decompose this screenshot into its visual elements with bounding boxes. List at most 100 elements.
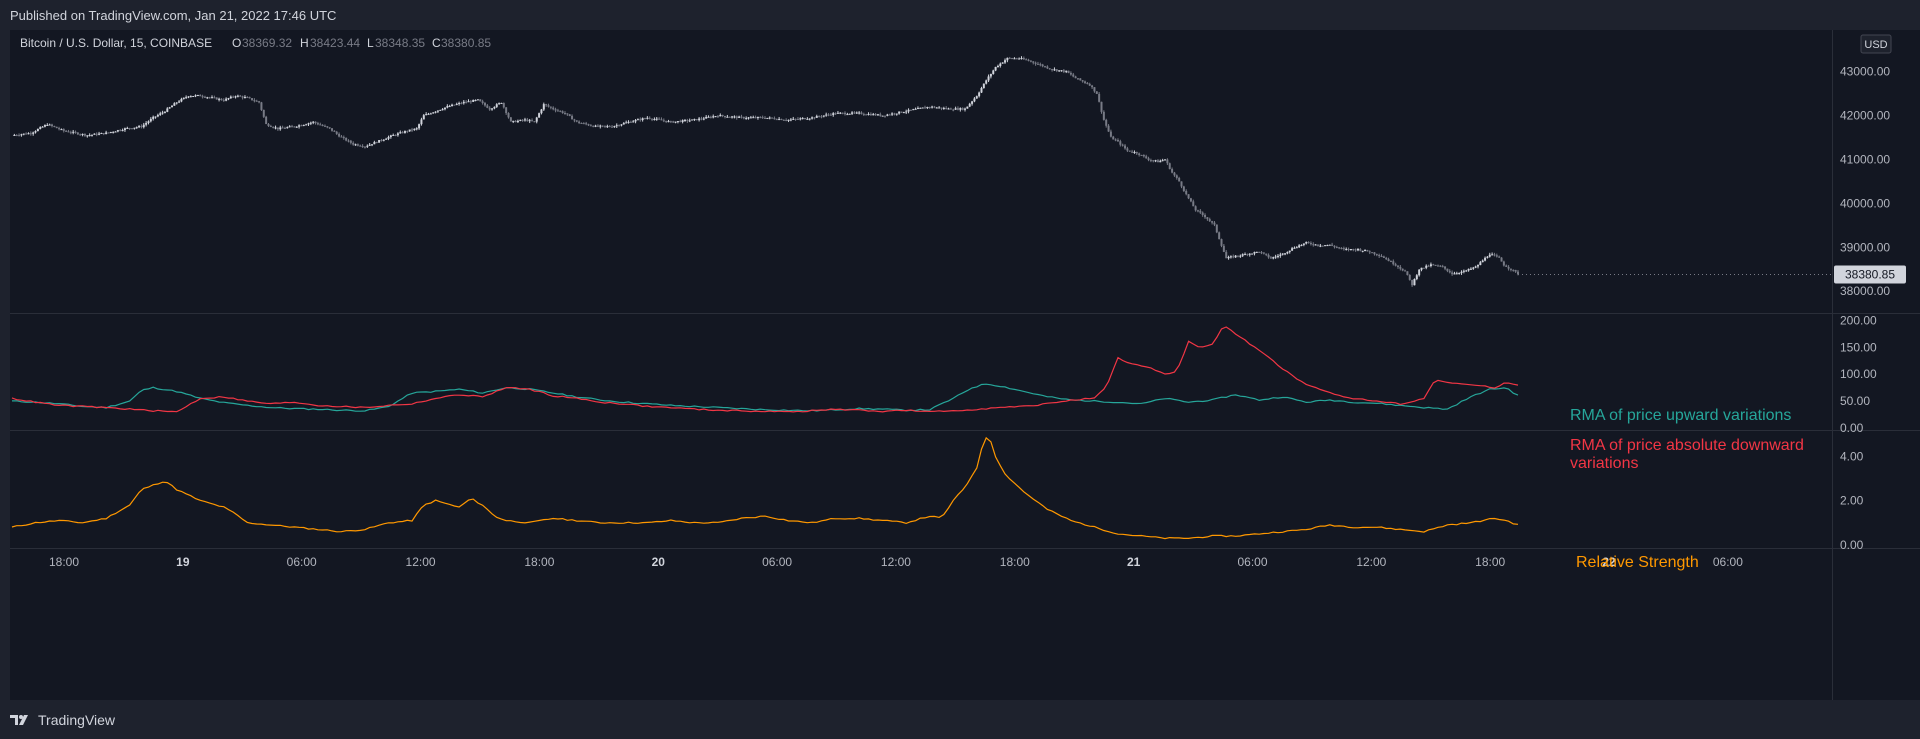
candle-body[interactable]	[48, 124, 51, 126]
candle-body[interactable]	[1267, 254, 1270, 258]
candle-body[interactable]	[869, 113, 872, 116]
candle-body[interactable]	[338, 133, 341, 137]
candle-body[interactable]	[13, 134, 16, 136]
candle-body[interactable]	[1246, 254, 1249, 256]
candle-body[interactable]	[375, 142, 378, 144]
candle-body[interactable]	[283, 127, 286, 129]
candle-body[interactable]	[592, 125, 595, 127]
series-line-0[interactable]	[11, 436, 1519, 540]
candle-body[interactable]	[218, 98, 221, 100]
candle-body[interactable]	[1300, 244, 1303, 246]
candle-body[interactable]	[620, 124, 623, 126]
candle-body[interactable]	[1105, 119, 1108, 126]
candle-body[interactable]	[516, 120, 519, 123]
candle-body[interactable]	[1378, 254, 1381, 257]
candle-body[interactable]	[411, 129, 414, 131]
candle-body[interactable]	[1121, 144, 1124, 146]
candle-body[interactable]	[1396, 265, 1399, 267]
candle-body[interactable]	[714, 116, 717, 118]
candle-body[interactable]	[1364, 250, 1367, 252]
candle-body[interactable]	[55, 126, 58, 129]
candle-body[interactable]	[500, 102, 503, 104]
candle-body[interactable]	[328, 127, 331, 129]
candle-body[interactable]	[874, 114, 877, 116]
candle-body[interactable]	[102, 133, 105, 135]
candle-body[interactable]	[1098, 93, 1101, 102]
candle-body[interactable]	[114, 131, 117, 133]
candle-body[interactable]	[1241, 254, 1244, 256]
candle-body[interactable]	[1399, 266, 1402, 269]
candle-body[interactable]	[1481, 260, 1484, 263]
candle-body[interactable]	[1288, 250, 1291, 253]
candle-body[interactable]	[789, 119, 792, 121]
candle-body[interactable]	[834, 113, 837, 115]
candle-body[interactable]	[931, 106, 934, 108]
candle-body[interactable]	[321, 124, 324, 126]
candle-body[interactable]	[1486, 256, 1489, 258]
candle-body[interactable]	[641, 118, 644, 121]
candle-body[interactable]	[356, 144, 359, 146]
candle-body[interactable]	[345, 137, 348, 141]
candle-body[interactable]	[467, 101, 470, 103]
candle-body[interactable]	[213, 97, 216, 99]
candle-body[interactable]	[1387, 259, 1390, 262]
candle-body[interactable]	[683, 120, 686, 122]
candle-body[interactable]	[804, 118, 807, 120]
candle-body[interactable]	[768, 117, 771, 119]
candle-body[interactable]	[255, 100, 258, 102]
candle-body[interactable]	[1444, 266, 1447, 269]
candle-body[interactable]	[361, 146, 364, 148]
candle-body[interactable]	[801, 118, 804, 120]
candle-body[interactable]	[1208, 219, 1211, 222]
candle-body[interactable]	[1147, 158, 1150, 161]
candle-body[interactable]	[1392, 261, 1395, 265]
candle-body[interactable]	[1006, 57, 1009, 61]
candle-body[interactable]	[561, 111, 564, 113]
candle-body[interactable]	[780, 118, 783, 120]
candle-body[interactable]	[1140, 154, 1143, 156]
candle-body[interactable]	[147, 121, 150, 124]
candle-body[interactable]	[1441, 266, 1444, 268]
candle-body[interactable]	[667, 121, 670, 123]
candle-body[interactable]	[1180, 181, 1183, 187]
candle-body[interactable]	[1222, 245, 1225, 252]
candle-body[interactable]	[844, 112, 847, 115]
candle-body[interactable]	[695, 119, 698, 121]
candle-body[interactable]	[1514, 269, 1517, 272]
candle-body[interactable]	[126, 127, 129, 129]
candle-body[interactable]	[1291, 248, 1294, 251]
candle-body[interactable]	[1060, 70, 1063, 72]
candle-body[interactable]	[749, 117, 752, 119]
candle-body[interactable]	[135, 127, 138, 129]
candle-body[interactable]	[1062, 70, 1065, 72]
candle-body[interactable]	[660, 119, 663, 121]
candle-body[interactable]	[646, 117, 649, 119]
candle-body[interactable]	[839, 112, 842, 114]
candle-body[interactable]	[1314, 244, 1317, 246]
candle-body[interactable]	[1131, 151, 1134, 153]
candle-body[interactable]	[93, 133, 96, 135]
candle-body[interactable]	[1025, 59, 1028, 61]
candle-body[interactable]	[232, 96, 235, 98]
candle-body[interactable]	[1248, 253, 1251, 255]
candle-body[interactable]	[924, 107, 927, 109]
candle-body[interactable]	[688, 120, 691, 122]
candle-body[interactable]	[380, 140, 383, 142]
candle-body[interactable]	[629, 121, 632, 123]
candle-body[interactable]	[1244, 254, 1247, 256]
candle-body[interactable]	[1159, 160, 1162, 163]
candle-body[interactable]	[446, 106, 449, 108]
candle-body[interactable]	[599, 125, 602, 127]
candle-body[interactable]	[526, 119, 529, 122]
candle-body[interactable]	[1429, 264, 1432, 267]
candle-body[interactable]	[676, 121, 679, 123]
candle-body[interactable]	[434, 111, 437, 113]
candle-body[interactable]	[996, 66, 999, 68]
candle-body[interactable]	[436, 110, 439, 112]
candle-body[interactable]	[288, 126, 291, 128]
candle-body[interactable]	[587, 124, 590, 126]
candle-body[interactable]	[594, 125, 597, 127]
candle-body[interactable]	[1135, 151, 1138, 154]
candle-body[interactable]	[1206, 217, 1209, 220]
candle-body[interactable]	[1401, 268, 1404, 271]
